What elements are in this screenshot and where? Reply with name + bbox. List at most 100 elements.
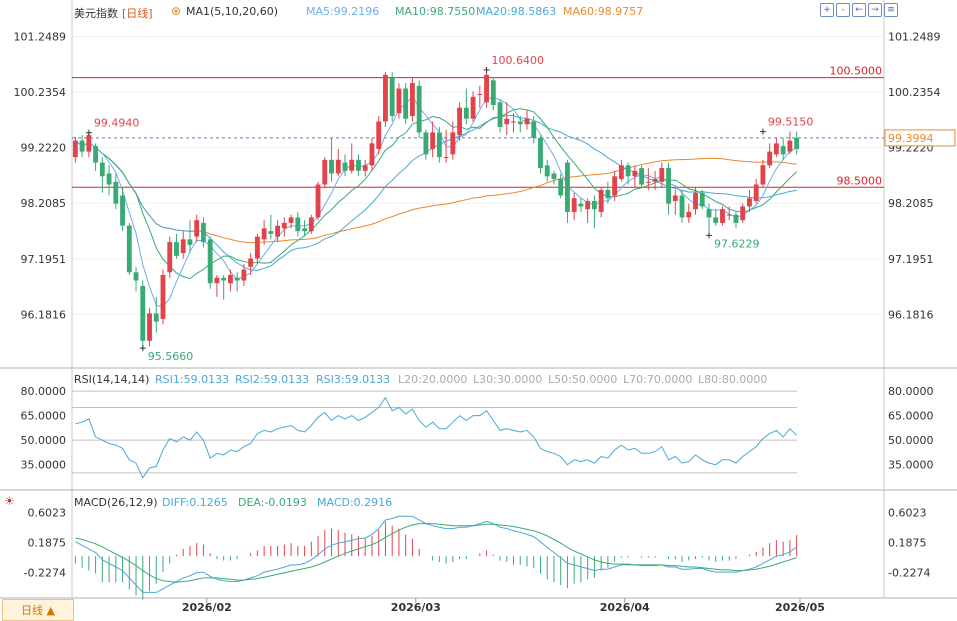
candle-body — [747, 198, 752, 207]
price-tick-left: 96.1816 — [21, 308, 67, 321]
resistance-label: 100.5000 — [830, 65, 883, 78]
candle-body — [99, 162, 105, 177]
candle-body — [72, 140, 78, 158]
macd-diff-line — [75, 515, 797, 593]
candle-body — [538, 137, 543, 169]
candle-body — [517, 121, 523, 125]
candle-body — [497, 102, 503, 127]
candle-body — [79, 140, 85, 152]
scroll-right-button[interactable]: → — [868, 3, 882, 17]
rsi-tick-right: 80.0000 — [888, 385, 934, 398]
rsi-line — [75, 396, 797, 479]
candle-body — [261, 228, 267, 240]
price-tick-left: 101.2489 — [14, 31, 67, 44]
candle-body — [605, 190, 611, 199]
candle-body — [201, 222, 206, 243]
period-tag: [日线] — [122, 7, 153, 20]
candle-body — [760, 165, 766, 185]
candle-body — [288, 217, 294, 223]
candle-body — [140, 285, 146, 341]
candle-body — [733, 214, 739, 223]
candle-body — [659, 168, 665, 182]
candle-body — [221, 277, 227, 281]
menu-button[interactable]: ≡ — [884, 3, 898, 17]
extreme-label: 99.5150 — [768, 116, 814, 129]
price-tick-left: 97.1951 — [21, 253, 67, 266]
rsi1-value: RSI1:59.0133 — [155, 373, 230, 386]
candle-body — [383, 74, 388, 122]
candle-body — [376, 121, 382, 149]
macd-settings-icon[interactable]: ☀ — [4, 494, 15, 508]
price-tick-right: 97.1951 — [888, 253, 934, 266]
macd-tick-left: -0.2274 — [24, 567, 66, 580]
rsi-l50: L50:50.0000 — [548, 373, 618, 386]
candle-body — [227, 275, 233, 284]
zoom-in-button[interactable]: + — [820, 3, 834, 17]
candle-body — [511, 121, 516, 123]
zoom-out-button[interactable]: - — [836, 3, 850, 17]
macd-tick-right: 0.1875 — [888, 537, 927, 550]
scroll-left-button[interactable]: ← — [852, 3, 866, 17]
price-tick-right: 101.2489 — [888, 31, 941, 44]
ma10-value: MA10:98.7550 — [395, 5, 476, 18]
macd-tick-left: 0.6023 — [28, 507, 67, 520]
candle-body — [794, 137, 800, 149]
rsi-tick-left: 65.0000 — [21, 410, 67, 423]
macd-dea: DEA:-0.0193 — [238, 496, 307, 509]
extreme-label: 100.6400 — [492, 54, 545, 67]
price-tick-left: 99.2220 — [21, 142, 67, 155]
ma20-value: MA20:98.5863 — [476, 5, 557, 18]
candle-body — [120, 195, 125, 226]
candle-body — [578, 203, 584, 207]
price-tick-right: 98.2085 — [888, 197, 934, 210]
candle-body — [645, 181, 651, 183]
price-tick-right: 100.2354 — [888, 86, 941, 99]
candle-body — [430, 132, 436, 149]
candle-body — [369, 143, 375, 166]
candle-body — [706, 209, 712, 218]
candle-body — [214, 277, 220, 284]
candle-body — [463, 107, 469, 119]
candle-body — [443, 157, 449, 159]
rsi-tick-right: 35.0000 — [888, 459, 934, 472]
time-tick-label: 2026/05 — [775, 601, 825, 614]
period-selector-button[interactable]: 日线 ▲ — [2, 599, 74, 621]
time-tick-label: 2026/03 — [391, 601, 441, 614]
candle-body — [133, 272, 139, 281]
candle-body — [396, 88, 402, 114]
candle-body — [207, 239, 213, 284]
settings-icon[interactable]: ⊕ — [171, 4, 182, 18]
rsi-label: RSI(14,14,14) — [74, 373, 150, 386]
candle-body — [356, 159, 361, 171]
rsi-l20: L20:20.0000 — [398, 373, 468, 386]
extreme-label: 99.4940 — [94, 117, 140, 130]
candle-body — [618, 165, 624, 180]
rsi-tick-right: 50.0000 — [888, 434, 934, 447]
candle-body — [436, 132, 442, 158]
candle-body — [295, 217, 301, 232]
candle-body — [322, 159, 328, 185]
candle-body — [153, 313, 159, 322]
candle-body — [416, 85, 422, 133]
candle-body — [389, 77, 395, 116]
candle-body — [490, 80, 496, 105]
candle-body — [113, 181, 119, 204]
candle-body — [767, 151, 773, 166]
ma-label: MA1(5,10,20,60) — [186, 5, 279, 18]
candle-body — [625, 165, 631, 177]
candle-body — [409, 83, 415, 116]
candle-body — [585, 200, 591, 210]
candle-body — [234, 277, 240, 281]
candle-body — [632, 170, 638, 177]
candle-body — [639, 168, 645, 185]
rsi-tick-right: 65.0000 — [888, 410, 934, 423]
candle-body — [329, 159, 334, 174]
price-tick-right: 96.1816 — [888, 308, 934, 321]
candle-body — [248, 258, 254, 267]
macd-dea-line — [75, 523, 797, 583]
resistance-label: 98.5000 — [837, 174, 883, 187]
candle-body — [86, 135, 92, 152]
rsi-l30: L30:30.0000 — [473, 373, 543, 386]
candle-body — [275, 225, 281, 237]
macd-diff: DIFF:0.1265 — [162, 496, 228, 509]
